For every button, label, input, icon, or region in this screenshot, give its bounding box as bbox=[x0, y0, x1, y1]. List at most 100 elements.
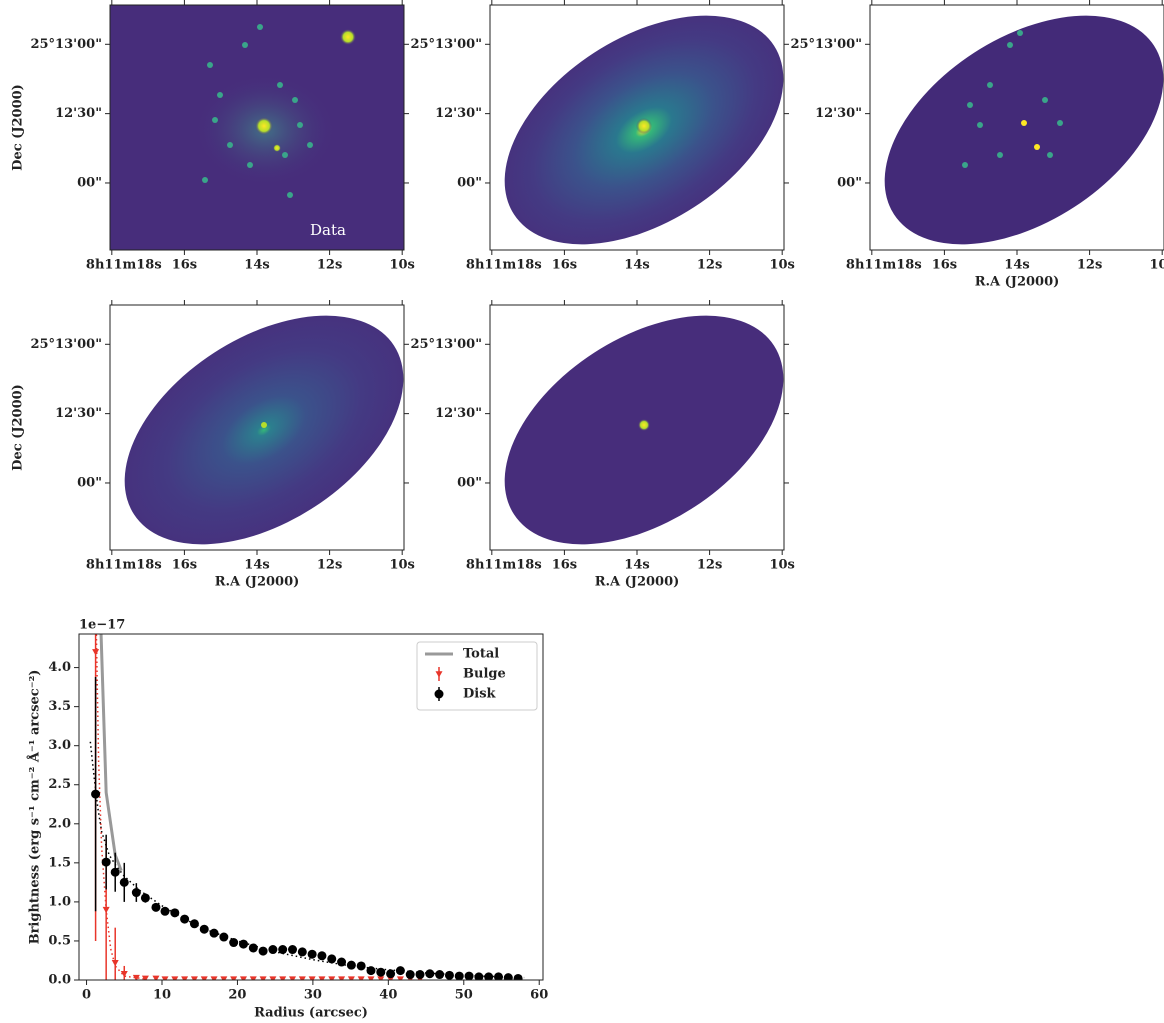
bulge-point bbox=[269, 976, 277, 980]
x-tick-label: 0 bbox=[82, 988, 91, 1003]
bulge-point bbox=[102, 906, 110, 914]
source bbox=[1057, 120, 1063, 126]
y-tick-label: 12'30" bbox=[435, 106, 482, 121]
source bbox=[273, 144, 281, 152]
y-tick-label: 1.5 bbox=[48, 855, 71, 870]
x-axis-label: Radius (arcsec) bbox=[254, 1006, 368, 1021]
source bbox=[1007, 42, 1013, 48]
disk-point bbox=[297, 947, 307, 957]
source bbox=[277, 82, 283, 88]
fit-line bbox=[89, 741, 525, 979]
disk-point bbox=[151, 902, 161, 912]
image-panel: 8h11m18s 16s 14s 12s 10s 25°13'00" 12'30" 00" Da… bbox=[11, 0, 415, 273]
disk-point bbox=[209, 928, 219, 938]
image-panel: 8h11m18s 16s 14s 12s 10s 25°13'00" 12'30" 00" Bu… bbox=[410, 300, 795, 590]
x-tick-label: 12s bbox=[317, 558, 342, 573]
legend-label: Bulge bbox=[463, 667, 506, 682]
disk-point bbox=[258, 946, 268, 956]
disk-point bbox=[435, 970, 445, 980]
legend-label: Disk bbox=[463, 687, 497, 702]
y-tick-label: 25°13'00" bbox=[30, 337, 102, 352]
source bbox=[202, 177, 208, 183]
disk-point bbox=[474, 972, 484, 980]
disk-point bbox=[307, 949, 317, 959]
y-tick-label: 2.5 bbox=[48, 777, 71, 792]
y-tick-label: 3.5 bbox=[48, 699, 71, 714]
source bbox=[217, 92, 223, 98]
bulge-point bbox=[298, 976, 306, 980]
disk-point bbox=[110, 867, 120, 877]
disk-point bbox=[327, 954, 337, 964]
disk-point bbox=[170, 908, 180, 918]
legend-swatch bbox=[435, 671, 443, 678]
source bbox=[297, 122, 303, 128]
disk-point bbox=[444, 970, 454, 980]
y-tick-label: 1.0 bbox=[48, 894, 71, 909]
source bbox=[242, 42, 248, 48]
total-line bbox=[99, 634, 123, 872]
disk-point bbox=[131, 888, 141, 898]
x-tick-label: 8h11m18s bbox=[466, 558, 542, 573]
bulge-point bbox=[181, 976, 189, 980]
disk-point bbox=[503, 973, 513, 980]
disk-point bbox=[513, 973, 523, 980]
image-panel: 8h11m18s 16s 14s 12s 10s 25°13'00" 12'30" 00" Re… bbox=[790, 0, 1164, 290]
disk-point bbox=[268, 945, 278, 955]
disk-point bbox=[464, 971, 474, 980]
y-tick-label: 12'30" bbox=[55, 406, 102, 421]
disk-point bbox=[454, 971, 464, 980]
bulge-point bbox=[367, 976, 375, 980]
disk-point bbox=[317, 951, 327, 961]
panel-label: Disk bbox=[311, 521, 346, 539]
bulge-point bbox=[152, 975, 160, 980]
y-tick-label: 25°13'00" bbox=[790, 37, 862, 52]
x-tick-label: 10s bbox=[769, 558, 794, 573]
bulge-point bbox=[200, 976, 208, 980]
source bbox=[987, 82, 993, 88]
y-axis-label: Dec (J2000) bbox=[11, 84, 26, 171]
disk-point bbox=[278, 945, 288, 955]
bulge-point bbox=[171, 976, 179, 980]
bulge-point bbox=[92, 649, 100, 656]
disk-point bbox=[337, 957, 347, 967]
disk-point bbox=[248, 943, 258, 953]
bulge-point bbox=[210, 976, 218, 980]
panel-label: Bulge bbox=[686, 521, 730, 539]
x-tick-label: 10s bbox=[389, 558, 414, 573]
x-tick-label: 14s bbox=[624, 258, 649, 273]
plot-area bbox=[89, 634, 525, 980]
disk-point bbox=[415, 970, 425, 980]
x-tick-label: 10 bbox=[153, 988, 171, 1003]
profile-chart: 0 10 20 30 40 50 60 0.0 0.5 1.0 1.5 2.0 2.5 3.0 3.5 4.0… bbox=[27, 618, 549, 1021]
bulge-point bbox=[230, 976, 238, 980]
y-axis-label: Brightness (erg s⁻¹ cm⁻² Å⁻¹ arcsec⁻²) bbox=[27, 670, 43, 945]
source bbox=[261, 422, 267, 428]
x-tick-label: 8h11m18s bbox=[466, 258, 542, 273]
bulge-point bbox=[357, 976, 365, 980]
x-tick-label: 14s bbox=[244, 258, 269, 273]
image-panel: 8h11m18s 16s 14s 12s 10s 25°13'00" 12'30" 00" Di… bbox=[11, 300, 415, 590]
x-axis-label: R.A (J2000) bbox=[975, 275, 1060, 290]
source bbox=[638, 419, 650, 431]
x-tick-label: 8h11m18s bbox=[86, 558, 162, 573]
x-tick-label: 14s bbox=[244, 558, 269, 573]
source bbox=[636, 118, 652, 134]
galaxy-ellipse bbox=[884, 15, 1164, 245]
bulge-point bbox=[259, 976, 267, 980]
x-tick-label: 10s bbox=[769, 258, 794, 273]
y-tick-label: 00" bbox=[837, 175, 862, 190]
x-tick-label: 16s bbox=[552, 558, 577, 573]
bulge-point bbox=[239, 976, 247, 980]
bulge-point bbox=[120, 970, 128, 978]
disk-point bbox=[425, 969, 435, 979]
galaxy-ellipse bbox=[124, 315, 404, 545]
x-tick-label: 50 bbox=[455, 988, 473, 1003]
disk-point bbox=[376, 967, 386, 977]
x-tick-label: 30 bbox=[304, 988, 322, 1003]
disk-point bbox=[91, 789, 101, 799]
y-tick-label: 00" bbox=[457, 175, 482, 190]
y-tick-label: 2.0 bbox=[48, 816, 71, 831]
disk-point bbox=[493, 972, 503, 980]
bulge-point bbox=[141, 975, 149, 980]
legend-swatch bbox=[434, 689, 444, 699]
